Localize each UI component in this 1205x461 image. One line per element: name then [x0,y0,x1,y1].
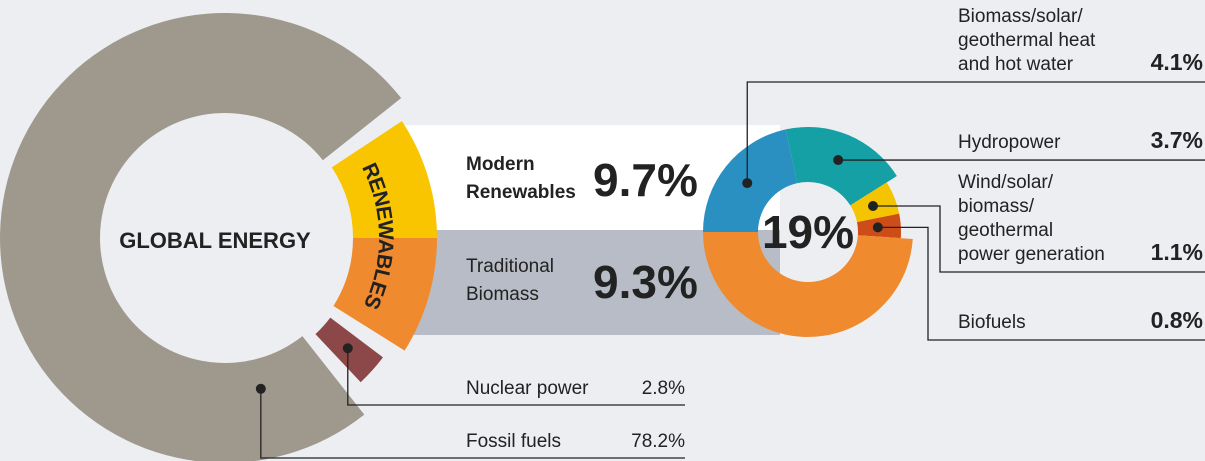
leader-line [347,348,685,406]
value-label: 78.2% [631,431,685,452]
value-label: 2.8% [642,378,685,399]
value-label: 0.8% [1151,307,1203,333]
band-label: Traditional Biomass [466,256,554,305]
category-label: Fossil fuels [466,431,561,452]
leader-dot [742,178,753,189]
category-label: Hydropower [958,132,1061,153]
segment [0,13,402,461]
category-label: Nuclear power [466,378,589,399]
band-value: 9.7% [593,154,698,206]
category-label: Biomass/solar/geothermal heat and hot wat… [958,6,1096,75]
leader-dot [872,222,883,233]
segment [331,121,437,238]
band-value: 9.3% [593,256,698,308]
segment [703,232,913,338]
leader-dot [255,383,266,394]
segment [333,238,437,351]
leader-line [260,388,685,459]
category-label: Biofuels [958,312,1026,333]
leader-line [746,81,1205,184]
total-label: 19% [762,206,854,258]
value-label: 1.1% [1151,239,1203,265]
value-label: 3.7% [1151,127,1203,153]
leader-dot [342,343,353,354]
leader-dot [867,201,878,212]
segment [785,126,897,206]
band-label: Modern Renewables [466,154,576,203]
category-label: Wind/solar/biomass/geothermal power gener… [958,172,1105,265]
leader-dot [833,155,844,166]
leader-line [877,226,1205,341]
leader-line [872,205,1205,273]
chart-title: GLOBAL ENERGY [119,228,311,253]
value-label: 4.1% [1151,49,1203,75]
